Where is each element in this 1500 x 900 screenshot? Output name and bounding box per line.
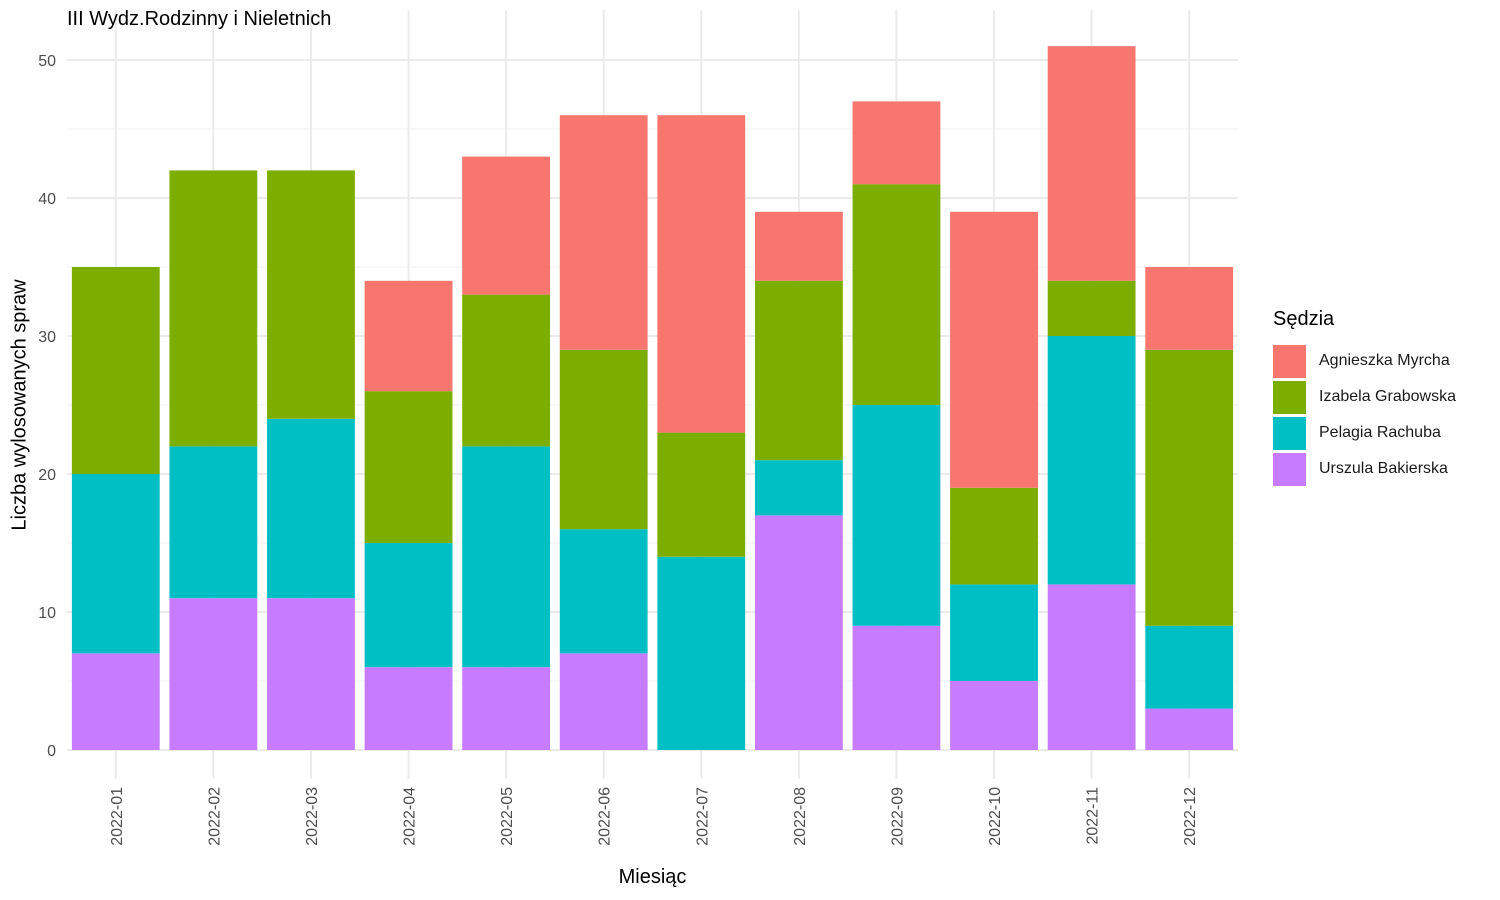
bar-segment bbox=[1145, 708, 1234, 750]
bar-segment bbox=[950, 584, 1038, 681]
chart-title: III Wydz.Rodzinny i Nieletnich bbox=[67, 8, 332, 30]
x-tick-label: 2022-06 bbox=[597, 787, 614, 846]
legend-items: Agnieszka Myrcha Izabela Grabowska Pelagia… bbox=[1273, 343, 1456, 487]
bar-segment bbox=[71, 474, 160, 654]
bar-segment bbox=[169, 170, 258, 447]
bar-segment bbox=[754, 460, 843, 516]
x-tick-label: 2022-01 bbox=[109, 787, 126, 846]
bar-segment bbox=[852, 101, 941, 185]
legend-item: Pelagia Rachuba bbox=[1273, 415, 1456, 451]
x-tick-label: 2022-07 bbox=[694, 787, 711, 846]
bar-segment bbox=[559, 529, 648, 654]
bar-segment bbox=[950, 211, 1038, 488]
legend-swatch bbox=[1273, 380, 1306, 414]
bar-segment bbox=[852, 184, 941, 405]
bar-segment bbox=[267, 598, 355, 750]
bar-segment bbox=[462, 446, 551, 668]
bar-segment bbox=[267, 418, 355, 599]
bar-segment bbox=[559, 653, 648, 750]
bar-segment bbox=[169, 446, 258, 599]
y-tick-label: 0 bbox=[47, 743, 56, 760]
bar-segment bbox=[1047, 280, 1136, 336]
bar-segment bbox=[267, 170, 355, 419]
y-axis: 0 10 20 30 40 50 bbox=[38, 53, 56, 760]
bar-segment bbox=[462, 667, 551, 750]
legend-title: Sędzia bbox=[1273, 308, 1335, 330]
bar-segment bbox=[852, 625, 941, 750]
x-tick-label: 2022-04 bbox=[402, 787, 419, 846]
bar-segment bbox=[462, 294, 551, 447]
bar-segment bbox=[364, 667, 453, 750]
x-tick-label: 2022-05 bbox=[499, 787, 516, 846]
y-tick-label: 50 bbox=[38, 53, 56, 70]
x-tick-label: 2022-02 bbox=[206, 787, 223, 846]
bar-segment bbox=[657, 556, 746, 750]
bar-segment bbox=[1145, 625, 1234, 709]
bar-segment bbox=[852, 405, 941, 626]
y-tick-label: 20 bbox=[38, 467, 56, 484]
bars bbox=[71, 46, 1234, 750]
bar-segment bbox=[559, 115, 648, 350]
bar-segment bbox=[657, 432, 746, 557]
legend-swatch bbox=[1273, 452, 1306, 486]
bar-segment bbox=[169, 598, 258, 750]
x-tick-label: 2022-12 bbox=[1182, 787, 1199, 846]
legend-swatch bbox=[1273, 416, 1306, 450]
y-axis-title: Liczba wylosowanych spraw bbox=[8, 279, 31, 531]
bar-segment bbox=[364, 543, 453, 668]
y-tick-label: 10 bbox=[38, 605, 56, 622]
legend-item: Agnieszka Myrcha bbox=[1273, 343, 1456, 379]
legend-item: Izabela Grabowska bbox=[1273, 379, 1456, 415]
bar-segment bbox=[950, 487, 1038, 585]
bar-segment bbox=[1047, 46, 1136, 281]
legend-item: Urszula Bakierska bbox=[1273, 451, 1456, 487]
bar-segment bbox=[754, 280, 843, 461]
legend-label: Agnieszka Myrcha bbox=[1319, 352, 1450, 369]
bar-segment bbox=[754, 515, 843, 750]
x-tick-label: 2022-03 bbox=[304, 787, 321, 846]
x-tick-label: 2022-11 bbox=[1085, 787, 1102, 845]
bar-segment bbox=[754, 211, 843, 281]
legend: Sędzia Agnieszka Myrcha Izabela Grabowska… bbox=[1273, 308, 1456, 487]
y-tick-label: 40 bbox=[38, 191, 56, 208]
bar-segment bbox=[71, 653, 160, 750]
bar-segment bbox=[1145, 267, 1234, 350]
bar-segment bbox=[1047, 336, 1136, 585]
legend-label: Urszula Bakierska bbox=[1319, 460, 1448, 477]
bar-segment bbox=[364, 391, 453, 543]
legend-label: Izabela Grabowska bbox=[1319, 388, 1456, 405]
bar-segment bbox=[657, 115, 746, 433]
bar-segment bbox=[71, 267, 160, 474]
bar-segment bbox=[462, 156, 551, 295]
x-axis-title: Miesiąc bbox=[618, 866, 687, 888]
legend-label: Pelagia Rachuba bbox=[1319, 424, 1441, 441]
x-tick-label: 2022-09 bbox=[889, 787, 906, 846]
legend-swatch bbox=[1273, 344, 1306, 378]
bar-segment bbox=[950, 681, 1038, 750]
bar-segment bbox=[559, 349, 648, 530]
x-axis: 2022-01 2022-02 2022-03 2022-04 2022-05 2022-… bbox=[109, 787, 1199, 846]
x-tick-label: 2022-08 bbox=[792, 787, 809, 846]
x-tick-label: 2022-10 bbox=[987, 787, 1004, 846]
bar-segment bbox=[364, 280, 453, 392]
bar-segment bbox=[1047, 584, 1136, 750]
y-tick-label: 30 bbox=[38, 329, 56, 346]
bar-segment bbox=[1145, 349, 1234, 626]
